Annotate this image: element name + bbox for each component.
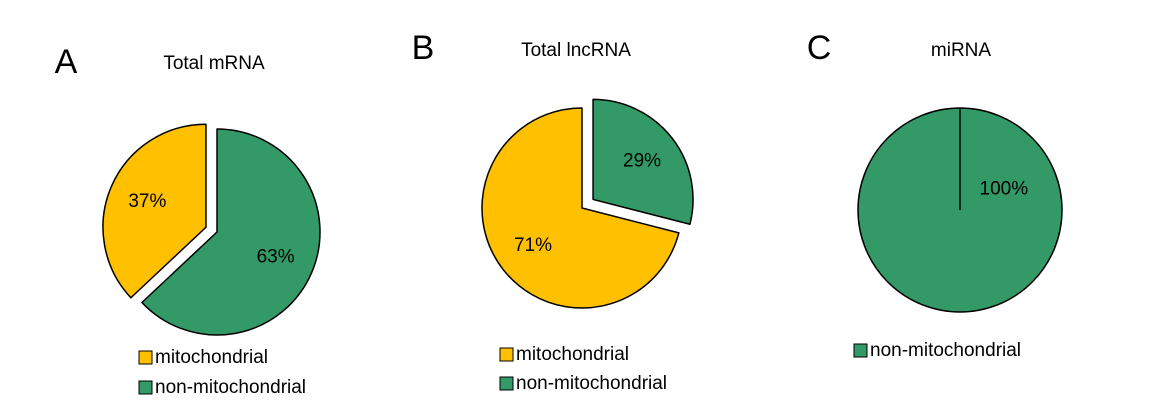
pie-chart-a: A Total mRNA 37% 63% mitochondrial non-mitoch… xyxy=(55,43,321,398)
chart-title: Total lncRNA xyxy=(521,40,631,61)
legend-label: non-mitochondrial xyxy=(516,373,667,394)
legend: non-mitochondrial xyxy=(853,340,1021,361)
legend-item-mitochondrial: mitochondrial xyxy=(138,347,268,368)
legend-item-non-mitochondrial: non-mitochondrial xyxy=(138,377,306,398)
panel-letter: C xyxy=(807,29,832,67)
data-label-non-mitochondrial: 63% xyxy=(257,246,295,267)
pie-slice-mitochondrial xyxy=(102,123,207,299)
panels: A Total mRNA 37% 63% mitochondrial non-mitoch… xyxy=(55,29,1063,398)
panel-letter: A xyxy=(55,43,78,81)
legend-item-non-mitochondrial: non-mitochondrial xyxy=(853,340,1021,361)
legend-label: non-mitochondrial xyxy=(155,377,306,398)
pie-slice-mitochondrial xyxy=(481,107,680,309)
legend-swatch xyxy=(138,380,153,395)
legend-label: non-mitochondrial xyxy=(870,340,1021,361)
pie-chart-b: B Total lncRNA 29% 71% mitochondrial non-mito… xyxy=(412,29,694,394)
legend-swatch xyxy=(499,347,514,362)
data-label-non-mitochondrial: 29% xyxy=(623,150,661,171)
legend-item-non-mitochondrial: non-mitochondrial xyxy=(499,373,667,394)
legend-swatch xyxy=(138,350,153,365)
legend-swatch xyxy=(499,376,514,391)
legend: mitochondrial non-mitochondrial xyxy=(499,344,667,394)
chart-title: Total mRNA xyxy=(163,53,265,74)
chart-title: miRNA xyxy=(931,40,991,61)
panel-letter: B xyxy=(412,29,435,67)
pie-slice-non-mitochondrial xyxy=(141,128,321,336)
legend-swatch xyxy=(853,343,868,358)
data-label-mitochondrial: 71% xyxy=(514,235,552,256)
data-label-mitochondrial: 37% xyxy=(128,191,166,212)
legend-label: mitochondrial xyxy=(155,347,268,368)
data-label-non-mitochondrial: 100% xyxy=(980,179,1029,200)
legend-label: mitochondrial xyxy=(516,344,629,365)
legend-item-mitochondrial: mitochondrial xyxy=(499,344,629,365)
pie-slice-non-mitochondrial xyxy=(592,98,694,226)
legend: mitochondrial non-mitochondrial xyxy=(138,347,306,398)
